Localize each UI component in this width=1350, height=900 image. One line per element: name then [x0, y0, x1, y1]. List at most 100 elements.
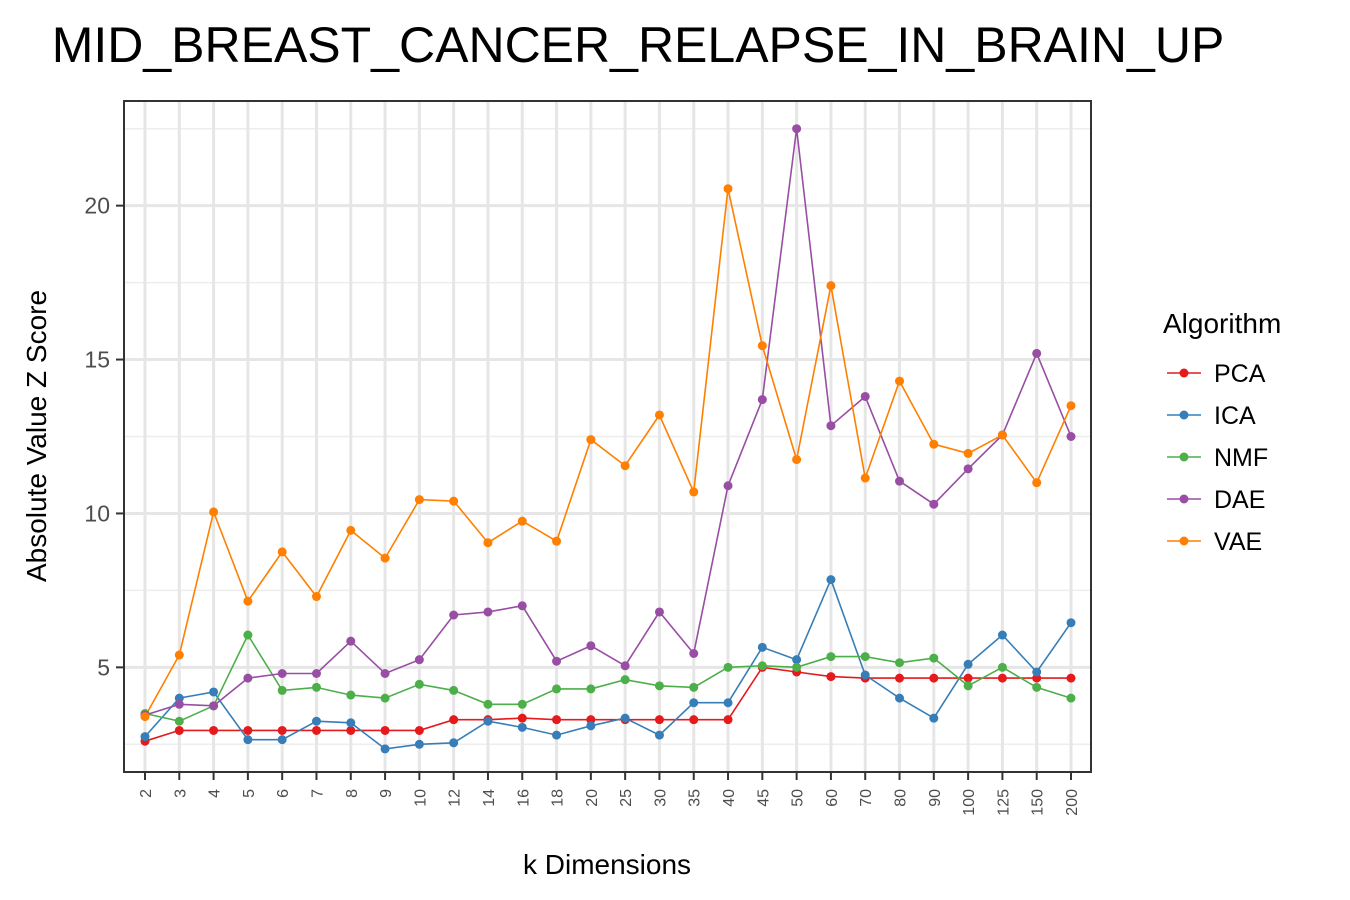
point-vae: [997, 430, 1007, 440]
point-dae: [826, 421, 836, 431]
point-dae: [654, 607, 664, 617]
point-dae: [757, 395, 767, 405]
legend-label-nmf: NMF: [1214, 444, 1268, 472]
point-vae: [311, 592, 321, 602]
point-dae: [277, 669, 287, 679]
point-pca: [997, 673, 1007, 683]
legend-label-ica: ICA: [1214, 402, 1256, 430]
point-nmf: [895, 658, 905, 668]
legend-point-dae: [1179, 494, 1189, 504]
x-tick-label: 35: [687, 789, 704, 807]
point-vae: [277, 547, 287, 557]
point-ica: [380, 744, 390, 754]
point-ica: [620, 713, 630, 723]
point-vae: [826, 281, 836, 291]
point-dae: [449, 610, 459, 620]
point-vae: [620, 461, 630, 471]
point-dae: [1032, 348, 1042, 358]
point-dae: [243, 673, 253, 683]
point-ica: [174, 693, 184, 703]
point-dae: [860, 391, 870, 401]
point-ica: [963, 659, 973, 669]
point-dae: [895, 476, 905, 486]
x-tick-label: 150: [1030, 789, 1047, 816]
point-pca: [311, 725, 321, 735]
legend-point-vae: [1179, 536, 1189, 546]
point-vae: [380, 553, 390, 563]
x-tick-label: 3: [172, 789, 189, 798]
x-tick-label: 7: [309, 789, 326, 798]
point-dae: [380, 669, 390, 679]
point-dae: [483, 607, 493, 617]
y-axis-label: Absolute Value Z Score: [21, 290, 52, 582]
point-pca: [414, 725, 424, 735]
legend: Algorithm PCA ICA NMF DAE VAE: [1163, 308, 1281, 556]
y-tick-label: 15: [84, 347, 110, 373]
point-nmf: [174, 716, 184, 726]
series-line-nmf: [144, 633, 1072, 723]
point-dae: [792, 124, 802, 134]
point-pca: [963, 673, 973, 683]
point-pca: [929, 673, 939, 683]
point-dae: [346, 636, 356, 646]
point-vae: [860, 473, 870, 483]
point-dae: [586, 641, 596, 651]
point-vae: [449, 496, 459, 506]
point-ica: [689, 698, 699, 708]
point-dae: [723, 481, 733, 491]
point-nmf: [380, 693, 390, 703]
x-tick-label: 200: [1064, 789, 1081, 816]
point-ica: [449, 738, 459, 748]
point-nmf: [483, 699, 493, 709]
point-nmf: [243, 630, 253, 640]
x-tick-label: 6: [275, 789, 292, 798]
point-nmf: [654, 681, 664, 691]
x-tick-label: 14: [481, 789, 498, 807]
point-pca: [1032, 673, 1042, 683]
y-axis: 5 10 15 20: [84, 193, 124, 680]
x-tick-label: 2: [138, 789, 155, 798]
point-nmf: [586, 684, 596, 694]
point-vae: [723, 184, 733, 194]
point-pca: [826, 672, 836, 682]
point-dae: [620, 661, 630, 671]
point-nmf: [792, 662, 802, 672]
point-pca: [209, 725, 219, 735]
point-nmf: [929, 653, 939, 663]
series-line-ica: [144, 577, 1072, 750]
point-pca: [552, 715, 562, 725]
legend-point-ica: [1179, 410, 1189, 420]
point-nmf: [997, 662, 1007, 672]
point-dae: [311, 669, 321, 679]
point-ica: [860, 670, 870, 680]
point-vae: [483, 538, 493, 548]
x-tick-label: 125: [995, 789, 1012, 816]
x-tick-label: 8: [344, 789, 361, 798]
point-ica: [826, 575, 836, 585]
point-nmf: [826, 652, 836, 662]
point-pca: [380, 725, 390, 735]
point-pca: [689, 715, 699, 725]
point-ica: [277, 735, 287, 745]
point-ica: [997, 630, 1007, 640]
point-dae: [963, 464, 973, 474]
x-axis-label: k Dimensions: [523, 849, 691, 880]
point-vae: [792, 455, 802, 465]
point-nmf: [277, 685, 287, 695]
point-ica: [483, 716, 493, 726]
point-ica: [311, 716, 321, 726]
point-ica: [792, 655, 802, 665]
point-nmf: [620, 675, 630, 685]
point-pca: [517, 713, 527, 723]
y-tick-label: 10: [84, 500, 110, 526]
point-vae: [586, 435, 596, 445]
y-tick-label: 20: [84, 193, 110, 219]
x-tick-label: 45: [755, 789, 772, 807]
point-vae: [209, 507, 219, 517]
point-dae: [1066, 432, 1076, 441]
point-vae: [929, 439, 939, 449]
x-tick-label: 30: [652, 789, 669, 807]
point-dae: [174, 699, 184, 709]
point-vae: [963, 448, 973, 458]
point-vae: [1066, 401, 1076, 411]
